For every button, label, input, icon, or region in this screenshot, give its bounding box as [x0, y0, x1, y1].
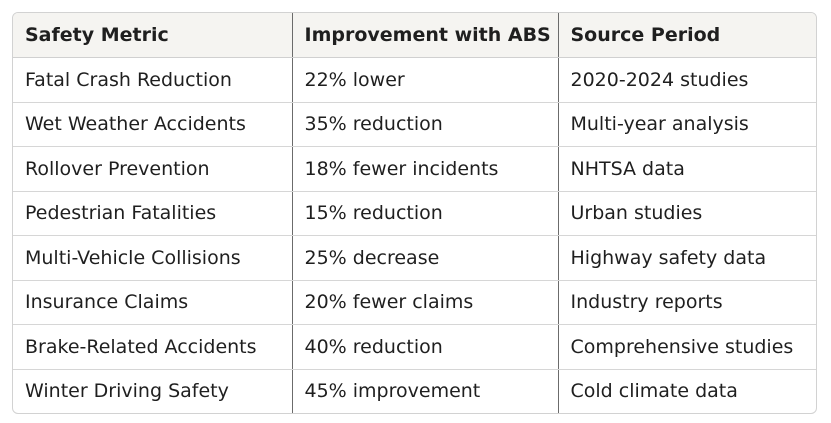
cell-metric: Pedestrian Fatalities [13, 191, 292, 236]
cell-source: NHTSA data [557, 146, 816, 192]
header-improvement: Improvement with ABS [291, 13, 558, 58]
cell-metric: Brake-Related Accidents [13, 324, 292, 370]
cell-source: Cold climate data [557, 369, 816, 413]
cell-improvement: 20% fewer claims [291, 280, 558, 325]
cell-source: Industry reports [557, 280, 816, 325]
cell-source: Multi-year analysis [557, 102, 816, 147]
header-safety-metric: Safety Metric [13, 13, 292, 58]
cell-source: Urban studies [557, 191, 816, 236]
cell-metric: Winter Driving Safety [25, 380, 229, 403]
header-source-period: Source Period [557, 13, 816, 58]
table-row: Wet Weather Accidents 35% reduction Mult… [13, 102, 816, 147]
data-table-container: Safety Metric Improvement with ABS Sourc… [12, 12, 817, 414]
cell-source: Highway safety data [557, 235, 816, 281]
table-row: Insurance Claims 20% fewer claims Indust… [13, 280, 816, 325]
cell-metric: Insurance Claims [13, 280, 292, 325]
table-row: Multi-Vehicle Collisions 25% decrease Hi… [13, 235, 816, 281]
cell-improvement: 40% reduction [291, 324, 558, 370]
table-row: Fatal Crash Reduction 22% lower 2020-202… [13, 57, 816, 103]
cell-improvement: 45% improvement [291, 369, 558, 413]
cell-improvement: 18% fewer incidents [291, 146, 558, 192]
abs-safety-table: Safety Metric Improvement with ABS Sourc… [13, 13, 816, 413]
cell-metric: Wet Weather Accidents [13, 102, 292, 147]
table-header-row: Safety Metric Improvement with ABS Sourc… [13, 13, 816, 58]
cell-improvement: 35% reduction [291, 102, 558, 147]
table-row: Pedestrian Fatalities 15% reduction Urba… [13, 191, 816, 236]
cell-metric: Fatal Crash Reduction [13, 57, 292, 103]
table-row: Winter Driving Safety 45% improvement Co… [13, 369, 816, 413]
table-row: Rollover Prevention 18% fewer incidents … [13, 146, 816, 192]
cell-source: Comprehensive studies [557, 324, 816, 370]
cell-improvement: 25% decrease [291, 235, 558, 281]
cell-metric: Rollover Prevention [13, 146, 292, 192]
cell-source: 2020-2024 studies [557, 57, 816, 103]
table-row: Brake-Related Accidents 40% reduction Co… [13, 324, 816, 370]
cell-improvement: 22% lower [291, 57, 558, 103]
cell-improvement: 15% reduction [291, 191, 558, 236]
cell-metric: Multi-Vehicle Collisions [13, 235, 292, 281]
